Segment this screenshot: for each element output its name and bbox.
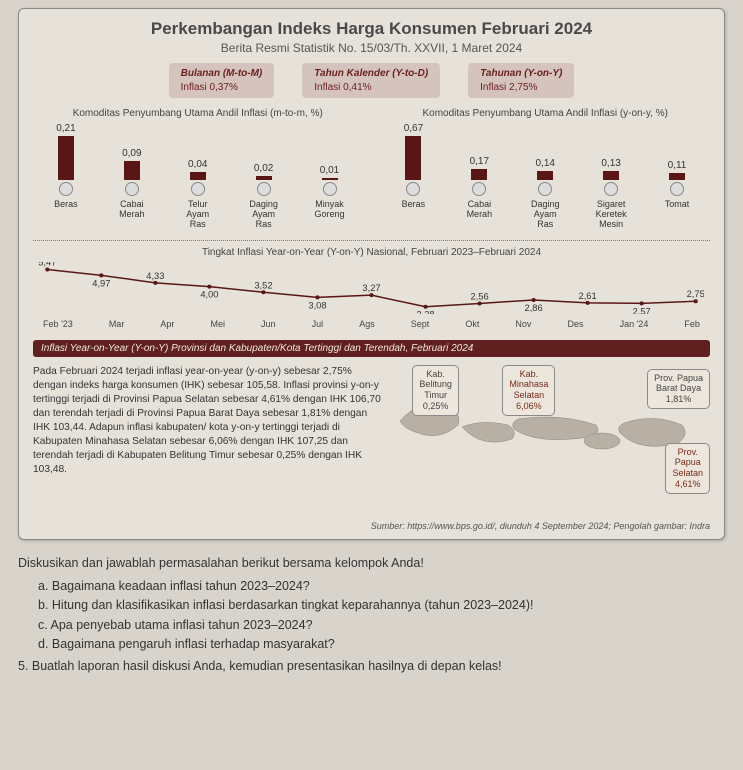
svg-text:3,52: 3,52 [254, 280, 272, 290]
map-row: Pada Februari 2024 terjadi inflasi year-… [33, 365, 710, 515]
bar-item: 0,01 [307, 165, 353, 180]
bar-item: 0,13 [588, 158, 634, 180]
bar-item: 0,04 [175, 159, 221, 180]
bar-label: MinyakGoreng [307, 200, 353, 230]
x-axis-label: Apr [160, 319, 174, 329]
svg-text:2,57: 2,57 [633, 306, 651, 313]
bar-item: 0,02 [241, 163, 287, 180]
question-c: c. Apa penyebab utama inflasi tahun 2023… [38, 616, 725, 635]
bar-label: DagingAyamRas [241, 200, 287, 230]
bubble-belitung-timur: Kab.BelitungTimur0,25% [412, 365, 459, 416]
svg-text:4,00: 4,00 [200, 289, 218, 299]
questions-lead: Diskusikan dan jawablah permasalahan ber… [18, 554, 725, 573]
svg-text:2,75: 2,75 [687, 289, 704, 299]
bar-label: DagingAyamRas [522, 200, 568, 230]
svg-text:4,33: 4,33 [146, 271, 164, 281]
bar-item: 0,11 [654, 160, 700, 180]
bar-label: SigaretKeretekMesin [588, 200, 634, 230]
x-axis-label: Feb [684, 319, 700, 329]
x-axis-label: Mar [109, 319, 125, 329]
questions-block: Diskusikan dan jawablah permasalahan ber… [18, 554, 725, 676]
summary-paragraph: Pada Februari 2024 terjadi inflasi year-… [33, 365, 382, 515]
svg-text:2,61: 2,61 [579, 291, 597, 301]
svg-text:2,28: 2,28 [416, 310, 434, 314]
pill-yoy: Tahunan (Y-on-Y) Inflasi 2,75% [468, 63, 574, 98]
bar-item: 0,09 [109, 148, 155, 180]
x-axis-label: Feb '23 [43, 319, 73, 329]
bubble-minahasa-selatan: Kab.MinahasaSelatan6,06% [502, 365, 555, 416]
x-axis-label: Ags [359, 319, 375, 329]
svg-text:2,86: 2,86 [525, 303, 543, 313]
x-axis-label: Sept [411, 319, 430, 329]
x-axis-label: Des [568, 319, 584, 329]
question-a: a. Bagaimana keadaan inflasi tahun 2023–… [38, 577, 725, 596]
bar-item: 0,14 [522, 158, 568, 180]
pill-mtm: Bulanan (M-to-M) Inflasi 0,37% [169, 63, 275, 98]
bar-chart-mtm: Komoditas Penyumbang Utama Andil Inflasi… [33, 108, 363, 230]
x-axis-label: Okt [465, 319, 479, 329]
x-axis-label: Mei [210, 319, 225, 329]
bar-item: 0,17 [456, 156, 502, 180]
page-title: Perkembangan Indeks Harga Konsumen Febru… [33, 19, 710, 39]
infographic-card: Perkembangan Indeks Harga Konsumen Febru… [18, 8, 725, 540]
bar-label: Tomat [654, 200, 700, 230]
question-5: 5. Buatlah laporan hasil diskusi Anda, k… [18, 657, 725, 676]
question-d: d. Bagaimana pengaruh inflasi terhadap m… [38, 635, 725, 654]
summary-pills: Bulanan (M-to-M) Inflasi 0,37% Tahun Kal… [33, 63, 710, 98]
bar-label: CabaiMerah [109, 200, 155, 230]
line-chart: 5,47 4,97 4,33 4,00 3,52 3,08 3,27 2,28 2,56 2,86… [39, 262, 704, 332]
line-chart-title: Tingkat Inflasi Year-on-Year (Y-on-Y) Na… [33, 247, 710, 258]
svg-text:2,56: 2,56 [470, 291, 488, 301]
svg-text:3,08: 3,08 [308, 300, 326, 310]
bar-chart-yoy: Komoditas Penyumbang Utama Andil Inflasi… [381, 108, 711, 230]
x-axis-label: Nov [515, 319, 531, 329]
svg-text:3,27: 3,27 [362, 283, 380, 293]
bar-label: TelurAyamRas [175, 200, 221, 230]
x-axis-label: Jan '24 [620, 319, 649, 329]
bar-item: 0,67 [390, 123, 436, 180]
svg-text:5,47: 5,47 [39, 262, 56, 267]
pill-ytd: Tahun Kalender (Y-to-D) Inflasi 0,41% [302, 63, 440, 98]
bar-item: 0,21 [43, 123, 89, 180]
bar-charts: Komoditas Penyumbang Utama Andil Inflasi… [33, 108, 710, 230]
bar-label: CabaiMerah [456, 200, 502, 230]
x-axis-label: Jul [312, 319, 324, 329]
bar-label: Beras [390, 200, 436, 230]
bubble-papua-selatan: Prov.PapuaSelatan4,61% [665, 443, 710, 494]
question-b: b. Hitung dan klasifikasikan inflasi ber… [38, 596, 725, 615]
section-banner: Inflasi Year-on-Year (Y-on-Y) Provinsi d… [33, 340, 710, 357]
bar-label: Beras [43, 200, 89, 230]
x-axis-label: Jun [261, 319, 276, 329]
page-subtitle: Berita Resmi Statistik No. 15/03/Th. XXV… [33, 41, 710, 55]
map-graphic: Kab.BelitungTimur0,25% Kab.MinahasaSelat… [392, 365, 710, 515]
source-credit: Sumber: https://www.bps.go.id/, diunduh … [33, 521, 710, 531]
svg-text:4,97: 4,97 [92, 278, 110, 288]
bubble-papua-barat-daya: Prov. PapuaBarat Daya1,81% [647, 369, 710, 409]
